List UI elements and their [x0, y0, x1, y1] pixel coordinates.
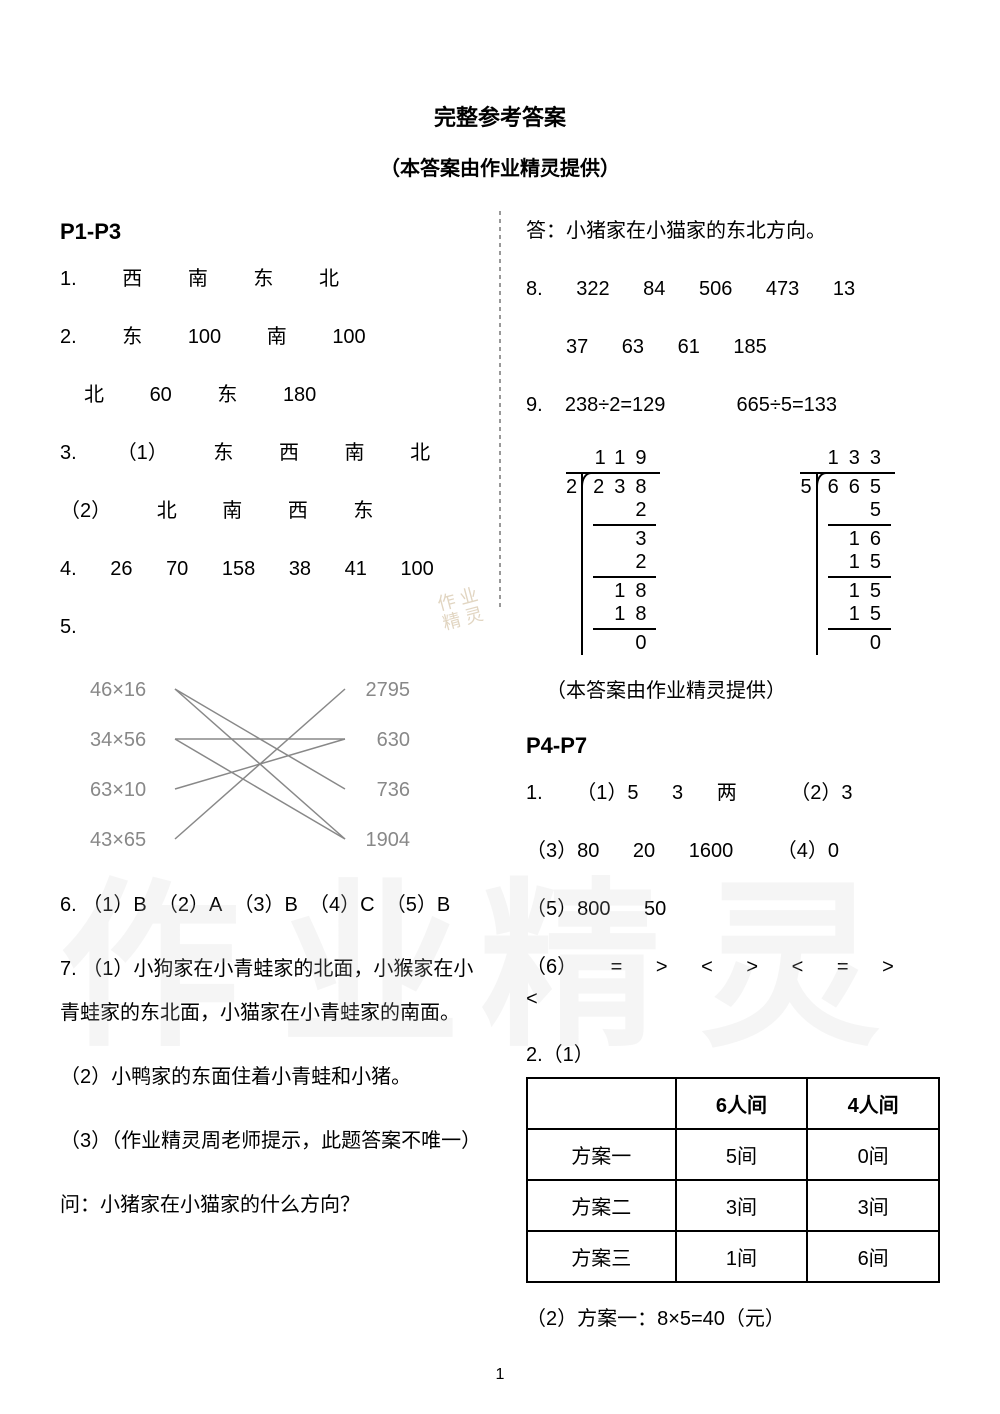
q5-label: 5. — [60, 611, 474, 643]
match-lines — [90, 669, 410, 869]
q7-part3: （3）（作业精灵周老师提示，此题答案不唯一） — [60, 1119, 474, 1163]
q7-part1: 7. （1）小狗家在小青蛙家的北面，小猴家在小青蛙家的东北面，小猫家在小青蛙家的… — [60, 947, 474, 1035]
q4-line: 4. 26 70 158 38 41 100 — [60, 553, 474, 585]
table-row: 方案三 1间 6间 — [527, 1231, 939, 1282]
section-header-p1p3: P1-P3 — [60, 219, 474, 245]
table-header-4: 4人间 — [807, 1078, 939, 1129]
q8-line-b: 37 63 61 185 — [526, 331, 940, 363]
left-column: P1-P3 1. 西 南 东 北 2. 东 100 南 100 北 60 东 1… — [60, 211, 474, 1361]
p4-q1-c: （5）800 50 — [526, 893, 940, 925]
page-title: 完整参考答案 — [60, 100, 940, 132]
p4-q2b: （2）方案一：8×5=40（元） — [526, 1303, 940, 1335]
section-header-p4p7: P4-P7 — [526, 733, 940, 759]
q8-line-a: 8. 322 84 506 473 13 — [526, 273, 940, 305]
q7-question: 问：小猪家在小猫家的什么方向？ — [60, 1189, 474, 1221]
long-division-row: 119 2 238 2 3 2 18 18 0 — [566, 447, 940, 655]
column-divider — [499, 211, 501, 611]
q3-line-b: （2） 北 南 西 东 — [60, 495, 474, 527]
content-columns: P1-P3 1. 西 南 东 北 2. 东 100 南 100 北 60 东 1… — [60, 211, 940, 1361]
q3-line-a: 3.（1） 东 西 南 北 — [60, 437, 474, 469]
provided-note: （本答案由作业精灵提供） — [526, 675, 940, 707]
p4-q1-d: （6） = > < > < = > < — [526, 951, 940, 1015]
q1-line: 1. 西 南 东 北 — [60, 263, 474, 295]
page-number: 1 — [496, 1366, 505, 1384]
long-division-1: 119 2 238 2 3 2 18 18 0 — [566, 447, 661, 655]
p4-q2-label: 2.（1） — [526, 1041, 940, 1069]
q2-line-b: 北 60 东 180 — [60, 379, 474, 411]
p4-q1-a: 1. （1）5 3 两 （2）3 — [526, 777, 940, 809]
q9-line: 9. 238÷2=129 665÷5=133 — [526, 389, 940, 421]
table-header-6: 6人间 — [676, 1078, 808, 1129]
table-header-row: 6人间 4人间 — [527, 1078, 939, 1129]
q2-line-a: 2. 东 100 南 100 — [60, 321, 474, 353]
table-header-blank — [527, 1078, 676, 1129]
q7-part2: （2）小鸭家的东面住着小青蛙和小猪。 — [60, 1061, 474, 1093]
p4-q1-b: （3）80 20 1600 （4）0 — [526, 835, 940, 867]
matching-diagram: 46×16 34×56 63×10 43×65 2795 630 736 190… — [90, 669, 410, 869]
room-table: 6人间 4人间 方案一 5间 0间 方案二 3间 3间 方案三 1间 6间 — [526, 1077, 940, 1283]
q6-line: 6. （1）B （2）A （3）B （4）C （5）B — [60, 889, 474, 921]
table-row: 方案二 3间 3间 — [527, 1180, 939, 1231]
table-row: 方案一 5间 0间 — [527, 1129, 939, 1180]
long-division-2: 133 5 665 5 16 15 15 15 0 — [800, 447, 895, 655]
page-subtitle: （本答案由作业精灵提供） — [60, 152, 940, 181]
right-column: 答：小猪家在小猫家的东北方向。 8. 322 84 506 473 13 37 … — [526, 211, 940, 1361]
q7-answer: 答：小猪家在小猫家的东北方向。 — [526, 215, 940, 247]
